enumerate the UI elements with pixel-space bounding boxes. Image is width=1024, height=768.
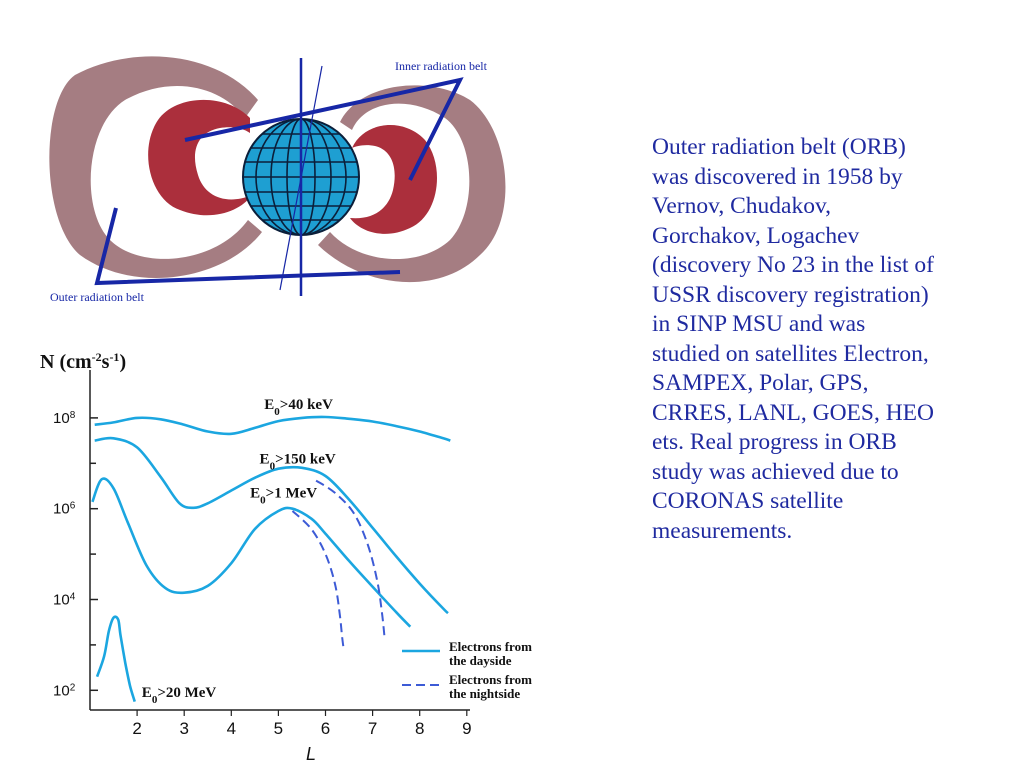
x-tick-label: 8 (415, 719, 424, 738)
inner-belt-label: Inner radiation belt (395, 59, 488, 73)
x-axis-title: L (306, 744, 316, 760)
y-tick-label: 108 (53, 409, 76, 427)
series-label-2: E0>1 MeV (250, 485, 317, 506)
y-tick-label: 106 (53, 500, 76, 518)
series-label-1: E0>150 keV (260, 451, 336, 472)
series-line-0 (94, 415, 451, 442)
description-text: Outer radiation belt (ORB) was discovere… (652, 134, 935, 544)
x-tick-label: 3 (179, 719, 188, 738)
chart-ticks: 2 3 4 5 6 7 8 9 108 106 104 102 (53, 409, 472, 738)
outer-belt-left (49, 56, 263, 279)
chart-series-labels: E0>40 keV E0>150 keV E0>1 MeV E0>20 MeV (142, 397, 336, 706)
outer-belt-label: Outer radiation belt (50, 290, 145, 304)
flux-chart: N (cm-2s-1) 2 3 4 5 6 7 8 9 108 106 104 102 E0>40 k… (40, 350, 532, 760)
x-tick-label: 6 (321, 719, 330, 738)
outer-belt-right (318, 85, 506, 283)
x-tick-label: 9 (462, 719, 471, 738)
legend-dayside-line1: Electrons from (449, 639, 532, 654)
legend-nightside-line1: Electrons from (449, 672, 532, 687)
outer-belt-pointer (94, 207, 401, 286)
y-tick-label: 104 (53, 591, 76, 609)
x-tick-label: 2 (132, 719, 141, 738)
x-tick-label: 4 (227, 719, 236, 738)
tilted-axis (279, 65, 323, 291)
inner-belt-right (350, 125, 437, 234)
x-tick-label: 5 (274, 719, 283, 738)
x-tick-label: 7 (368, 719, 377, 738)
chart-legend: Electrons from the dayside Electrons fro… (402, 639, 532, 701)
legend-nightside-line2: the nightside (449, 686, 520, 701)
series-label-3: E0>20 MeV (142, 685, 217, 706)
series-line-2 (91, 477, 412, 628)
series-label-0: E0>40 keV (264, 397, 333, 418)
legend-dayside-line2: the dayside (449, 653, 512, 668)
y-axis-title: N (cm-2s-1) (40, 350, 126, 373)
series-line-1 (94, 436, 449, 615)
inner-belt-left (148, 99, 252, 216)
y-tick-label: 102 (53, 682, 76, 700)
radiation-belt-diagram: Inner radiation belt Outer radiation bel… (49, 56, 506, 304)
inner-belt-pointer (184, 77, 464, 181)
series-line-3 (95, 615, 136, 702)
series-line-4 (315, 479, 386, 636)
series-line-5 (291, 510, 345, 648)
chart-axes (89, 370, 470, 711)
chart-series (91, 415, 451, 702)
